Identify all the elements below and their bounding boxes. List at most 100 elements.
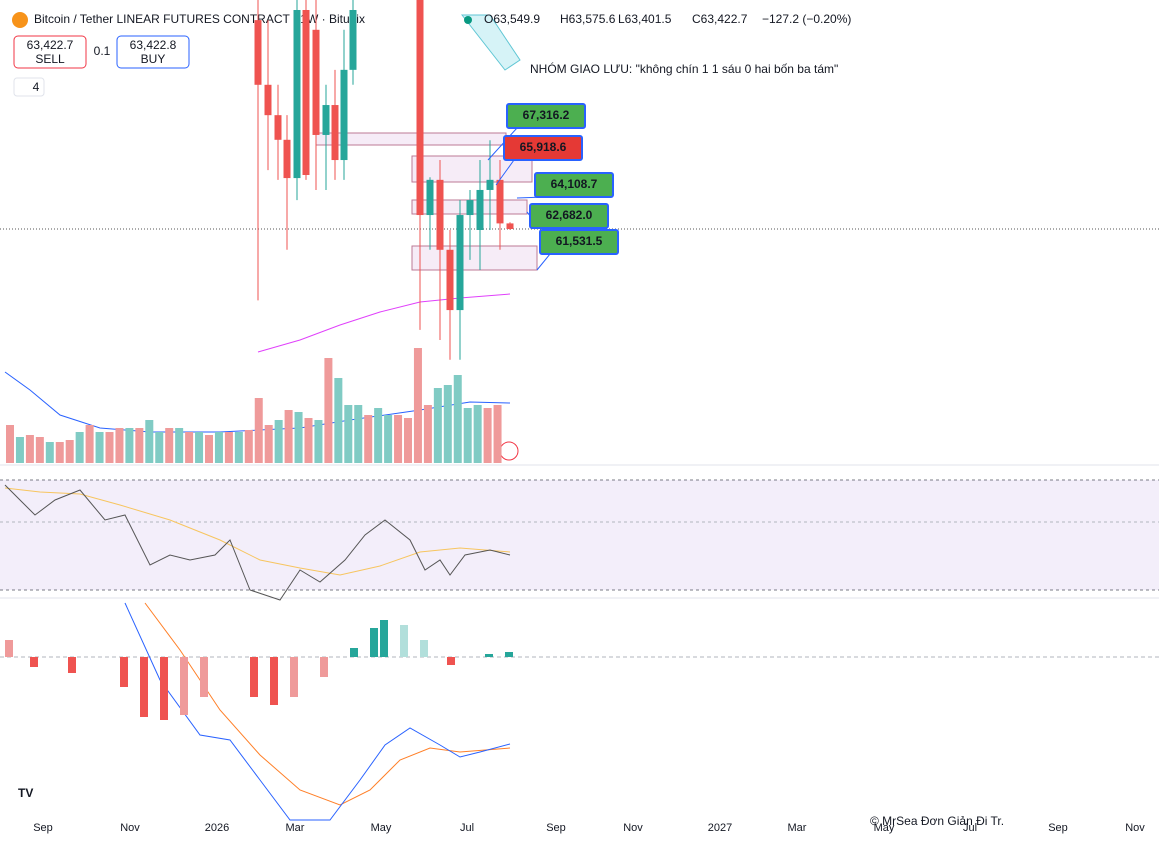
volume-bar xyxy=(155,432,164,463)
zone xyxy=(411,245,538,271)
x-tick-label: 2027 xyxy=(708,822,732,834)
coin-icon xyxy=(12,12,28,28)
candle-body xyxy=(264,84,272,116)
ohlc-value: O63,549.9 xyxy=(484,12,540,26)
spread: 0.1 xyxy=(94,44,111,58)
volume-bar xyxy=(404,418,412,463)
price-label: 65,918.6 xyxy=(520,140,567,154)
event-icon[interactable] xyxy=(499,441,519,461)
volume-bar xyxy=(344,405,353,463)
volume-bar xyxy=(165,428,174,463)
volume-bar xyxy=(145,420,154,463)
volume-bar xyxy=(354,405,363,463)
candle-body xyxy=(456,215,464,311)
candle-body xyxy=(446,249,454,311)
buy-price: 63,422.8 xyxy=(130,38,177,52)
volume-bar xyxy=(413,348,422,463)
drawing xyxy=(460,14,521,71)
x-tick-label: Mar xyxy=(286,822,305,834)
x-tick-label: Nov xyxy=(120,822,140,834)
x-tick-label: 2026 xyxy=(205,822,229,834)
volume-bar xyxy=(493,405,502,463)
label-pointer xyxy=(487,127,518,161)
candle-body xyxy=(274,115,282,140)
volume-bar xyxy=(294,412,303,463)
volume-bar xyxy=(55,442,64,463)
candle-body xyxy=(486,179,494,190)
price-label: 62,682.0 xyxy=(546,208,593,222)
indicator-toggle[interactable] xyxy=(13,77,45,97)
candle-body xyxy=(466,200,474,216)
sell-price: 63,422.7 xyxy=(27,38,74,52)
x-tick-label: May xyxy=(371,822,392,834)
volume-bar xyxy=(105,432,114,463)
volume-bar xyxy=(224,432,233,463)
candle-body xyxy=(426,179,434,216)
volume-bar xyxy=(25,435,34,463)
volume-bar xyxy=(264,425,273,463)
volume-bar xyxy=(384,415,393,463)
x-tick-label: Nov xyxy=(623,822,643,834)
volume-bar xyxy=(45,442,54,463)
volume-bar xyxy=(95,432,104,463)
volume-bar xyxy=(85,425,94,463)
price-label-box xyxy=(503,135,583,161)
volume-bar xyxy=(374,408,383,463)
volume-bar xyxy=(195,432,204,463)
volume-bar xyxy=(175,428,184,463)
volume-bar xyxy=(463,408,472,463)
volume-bar xyxy=(135,428,144,463)
rsi-signal xyxy=(4,487,511,576)
rsi-band xyxy=(0,480,1159,590)
candle-body xyxy=(416,0,424,216)
volume-bar xyxy=(483,408,492,463)
volume-bar xyxy=(433,388,442,463)
x-tick-label: Sep xyxy=(1048,822,1068,834)
volume-bar xyxy=(214,432,223,463)
x-tick-label: Sep xyxy=(33,822,53,834)
price-label-box xyxy=(534,172,614,198)
candle-body xyxy=(302,9,310,175)
sell-label: SELL xyxy=(35,52,65,66)
volume-bar xyxy=(115,428,124,463)
ohlc-value: L63,401.5 xyxy=(618,12,672,26)
price-label-box xyxy=(506,103,586,129)
volume-bar xyxy=(364,415,373,463)
macd-histogram xyxy=(5,620,513,720)
volume-bar xyxy=(304,418,313,463)
volume-bar xyxy=(274,420,283,463)
volume-bar xyxy=(125,428,134,463)
sell-button[interactable] xyxy=(13,35,87,69)
volume-bar xyxy=(394,415,403,463)
candle-body xyxy=(340,69,348,161)
label-pointer xyxy=(495,159,515,186)
macd-signal xyxy=(144,602,511,806)
price-label-box xyxy=(539,229,619,255)
price-label-box xyxy=(529,203,609,229)
x-tick-label: Jul xyxy=(963,822,977,834)
ohlc-value: H63,575.6 xyxy=(560,12,616,26)
volume-bar xyxy=(473,405,482,463)
rsi-line xyxy=(4,484,511,601)
volume-bar xyxy=(185,432,194,463)
macd-line xyxy=(124,602,511,821)
volume-bar xyxy=(65,440,74,463)
candle-body xyxy=(283,139,291,179)
status-dot xyxy=(464,16,472,24)
price-label: 67,316.2 xyxy=(523,108,570,122)
buy-button[interactable] xyxy=(116,35,190,69)
candle-body xyxy=(476,189,484,230)
volume-bar xyxy=(234,432,243,463)
tv-logo: TV xyxy=(18,786,33,800)
x-tick-label: May xyxy=(874,822,895,834)
candle-body xyxy=(496,179,504,224)
price-label: 61,531.5 xyxy=(556,234,603,248)
volume-bar xyxy=(423,405,432,463)
candle-body xyxy=(293,9,301,179)
indicator-count: 4 xyxy=(33,80,40,94)
volume-bar xyxy=(334,378,343,463)
volume-bar xyxy=(35,437,44,463)
watermark: © MrSea Đơn Giản Đi Tr. xyxy=(870,814,1004,828)
volume-bar xyxy=(244,430,253,463)
